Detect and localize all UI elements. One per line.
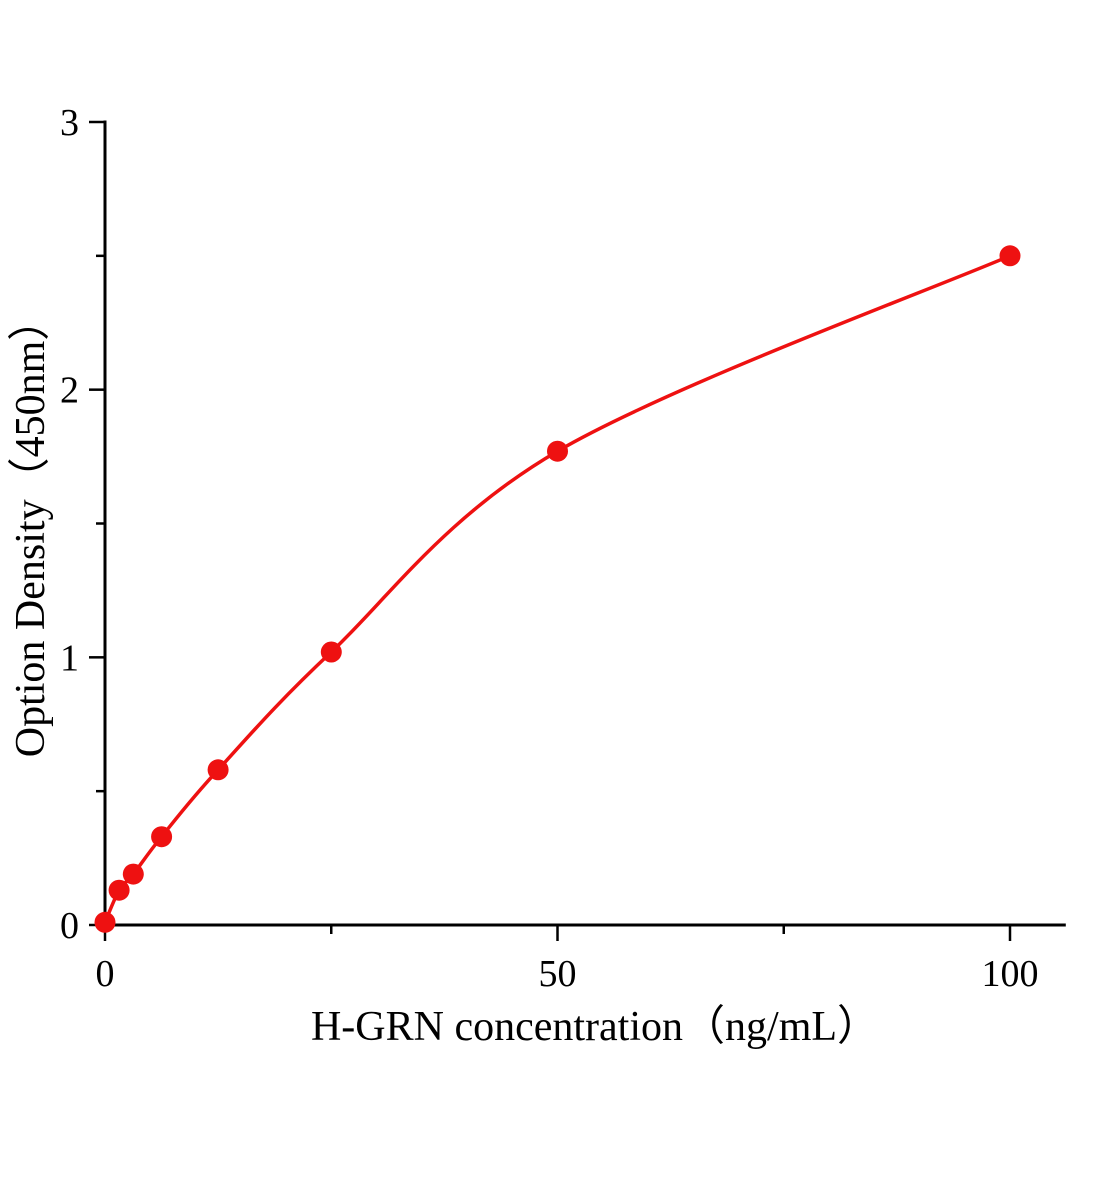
y-tick-label: 2 (60, 370, 79, 412)
data-point (94, 911, 116, 933)
data-point (122, 863, 144, 885)
x-tick-label: 0 (96, 953, 115, 995)
y-axis-label: Option Density（450nm） (8, 299, 54, 758)
x-tick-label: 100 (982, 953, 1039, 995)
data-point (108, 879, 130, 901)
x-tick-label: 50 (539, 953, 577, 995)
x-axis-label: H-GRN concentration（ng/mL） (311, 1004, 879, 1050)
data-point (320, 641, 342, 663)
data-series-layer (94, 245, 1021, 933)
data-point (151, 826, 173, 848)
data-point (547, 440, 568, 462)
data-point (207, 759, 229, 781)
y-tick-label: 3 (60, 102, 79, 144)
data-point (999, 245, 1021, 267)
y-tick-label: 0 (60, 905, 79, 947)
axes-layer: 0 50 100 0 1 2 3 (60, 102, 1066, 995)
fit-curve (103, 254, 1012, 925)
y-tick-label: 1 (60, 637, 79, 679)
